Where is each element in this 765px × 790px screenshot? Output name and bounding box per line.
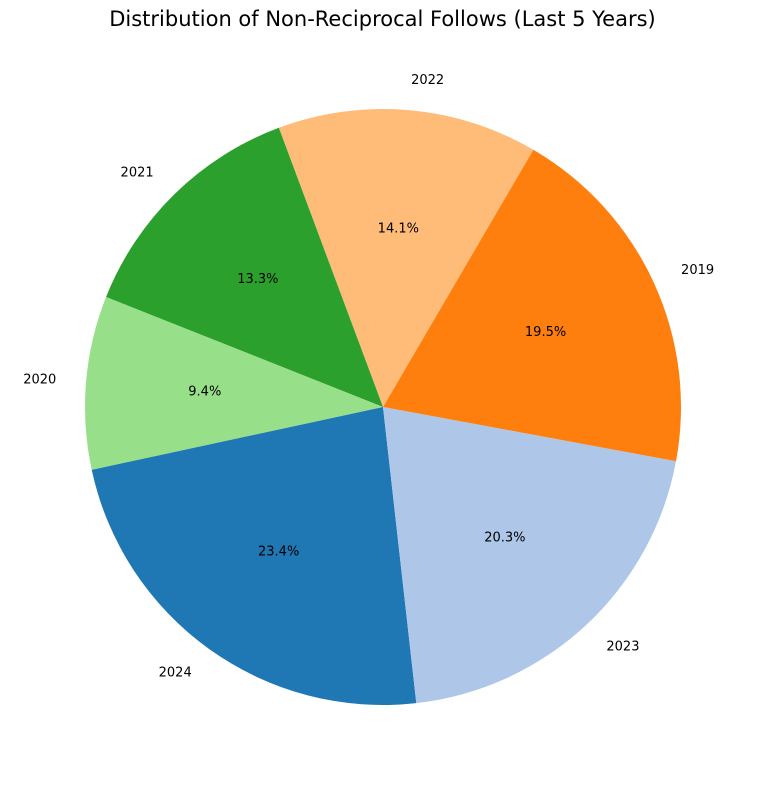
slice-label-2019: 2019 [681,263,714,278]
chart-title: Distribution of Non-Reciprocal Follows (… [109,7,656,31]
slice-percent-2020: 9.4% [188,385,221,400]
pie-labels: 2019 19.5% 2022 14.1% 2021 13.3% 2020 9.4% 2024 2… [23,73,714,681]
slice-label-2022: 2022 [411,73,444,88]
slice-label-2023: 2023 [606,639,639,654]
pie-slice-2022 [278,109,534,407]
slice-percent-2024: 23.4% [258,545,299,560]
pie-slice-2023 [383,407,677,704]
slice-percent-2019: 19.5% [525,325,566,340]
slice-percent-2023: 20.3% [484,530,525,545]
pie-slices [85,109,682,705]
pie-slice-2020 [85,297,384,470]
slice-label-2024: 2024 [159,666,192,681]
pie-slice-2024 [91,407,417,705]
slice-percent-2022: 14.1% [378,221,419,236]
pie-slice-2021 [106,127,383,408]
slice-label-2020: 2020 [23,372,56,387]
slice-label-2021: 2021 [121,165,154,180]
pie-slice-2019 [383,149,682,462]
slice-percent-2021: 13.3% [237,272,278,287]
